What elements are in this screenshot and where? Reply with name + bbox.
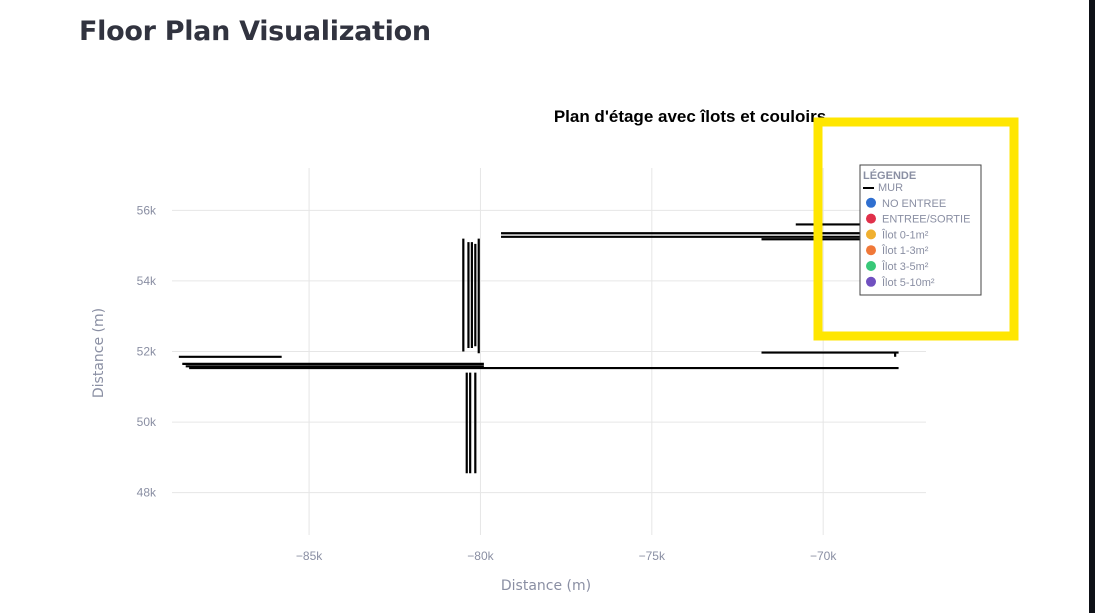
x-tick-label: −75k [639,549,666,563]
legend-entry-label: MUR [878,182,903,194]
legend-title: LÉGENDE [863,169,916,182]
chart-title: Plan d'étage avec îlots et couloirs [554,107,826,126]
legend: LÉGENDE MUR NO ENTREE ENTREE/SORTIE Îlot 0-… [859,164,982,296]
wall-series [178,223,899,474]
legend-dot-swatch [866,229,876,240]
y-tick-label: 50k [137,415,157,429]
y-axis-ticks: 48k 50k 52k 54k 56k [137,203,157,499]
y-tick-label: 56k [137,203,157,217]
highlight-box [813,117,1019,341]
window-edge [1089,0,1095,613]
legend-dot-swatch [866,245,876,256]
legend-dot-swatch [866,276,876,287]
y-axis-title: Distance (m) [91,308,107,398]
x-tick-label: −70k [810,549,837,563]
legend-entry-label: ENTREE/SORTIE [882,214,970,226]
page-title: Floor Plan Visualization [79,16,431,47]
legend-dot-swatch [866,261,876,271]
legend-entry-label: NO ENTREE [882,198,946,210]
x-axis-title: Distance (m) [501,578,591,594]
legend-dot-swatch [866,197,876,208]
legend-entry-label: Îlot 3-5m² [881,260,929,273]
y-tick-label: 48k [137,486,157,500]
legend-entry-label: Îlot 5-10m² [881,276,935,289]
legend-entry-label: Îlot 1-3m² [881,244,929,257]
legend-entry-label: Îlot 0-1m² [881,228,929,241]
legend-dot-swatch [866,213,876,224]
x-axis-ticks: −85k −80k −75k −70k [296,549,837,563]
legend-items: MUR NO ENTREE ENTREE/SORTIE Îlot 0-1m² Îlot … [863,182,970,289]
legend-box [859,164,982,296]
y-tick-label: 52k [137,345,157,359]
x-tick-label: −80k [467,549,494,563]
x-tick-label: −85k [296,549,323,563]
y-tick-label: 54k [137,274,157,288]
